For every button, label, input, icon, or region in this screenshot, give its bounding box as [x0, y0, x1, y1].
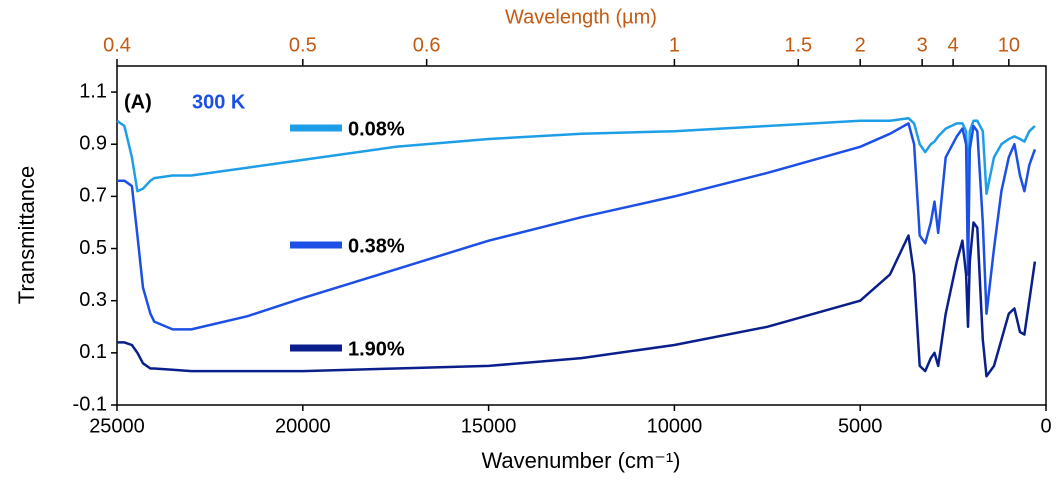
series-line	[117, 221, 1037, 378]
x2-axis-title: Wavelength (µm)	[505, 6, 657, 28]
y-tick-label: 1.1	[79, 80, 107, 102]
x2-tick-label: 1.5	[784, 34, 812, 56]
y-tick-label: 0.3	[79, 289, 107, 311]
x-tick-label: 20000	[275, 415, 331, 437]
x2-tick-label: 0.4	[103, 34, 131, 56]
y-tick-label: 0.7	[79, 185, 107, 207]
x-tick-label: 5000	[838, 415, 883, 437]
x-tick-label: 0	[1040, 415, 1051, 437]
x-axis-title: Wavenumber (cm⁻¹)	[481, 448, 680, 473]
legend-label: 1.90%	[348, 338, 405, 360]
x2-tick-label: 4	[948, 34, 959, 56]
y-tick-label: 0.1	[79, 341, 107, 363]
y-tick-label: 0.9	[79, 133, 107, 155]
temperature-label: 300 K	[192, 91, 246, 113]
x2-tick-label: 10	[998, 34, 1020, 56]
x-tick-label: 25000	[89, 415, 145, 437]
x-tick-label: 10000	[647, 415, 703, 437]
plot-frame	[116, 65, 1047, 406]
x2-tick-label: 0.6	[413, 34, 441, 56]
x2-tick-label: 0.5	[289, 34, 317, 56]
x-tick-label: 15000	[461, 415, 517, 437]
panel-label: (A)	[124, 91, 152, 113]
x2-tick-label: 2	[855, 34, 866, 56]
legend-label: 0.38%	[348, 235, 405, 257]
y-tick-label: -0.1	[73, 393, 107, 415]
y-tick-label: 0.5	[79, 237, 107, 259]
y-axis-title: Transmittance	[14, 166, 39, 305]
x2-tick-label: 1	[669, 34, 680, 56]
series-line	[117, 122, 1037, 331]
x2-tick-label: 3	[917, 34, 928, 56]
legend-label: 0.08%	[348, 118, 405, 140]
series-line	[116, 116, 1036, 196]
